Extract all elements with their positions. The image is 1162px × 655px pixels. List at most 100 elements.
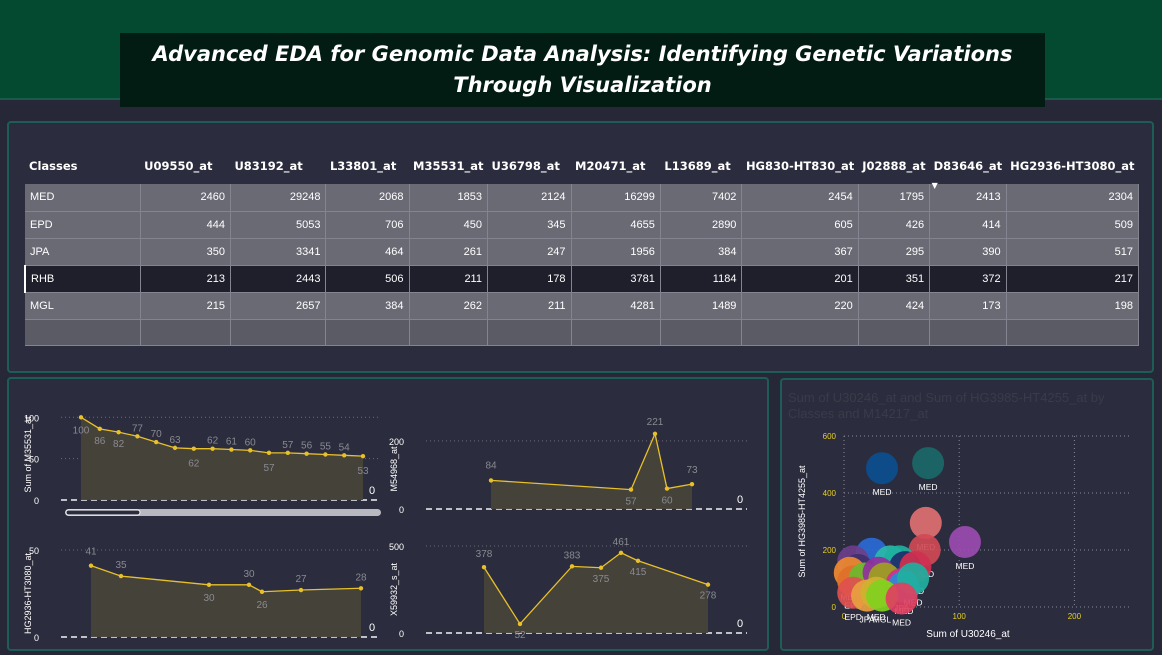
table-header-row: Classes U09550_at U83192_at L33801_at M3… — [25, 148, 1139, 190]
value-cell: 1853 — [409, 184, 488, 212]
value-cell: 367 — [741, 238, 859, 266]
value-cell: 1956 — [571, 238, 661, 266]
value-cell: 350 — [140, 238, 231, 266]
data-label: 278 — [700, 591, 717, 602]
scatter-bubble[interactable] — [948, 526, 981, 559]
col-header[interactable]: HG830-HT830_at — [745, 159, 855, 173]
value-cell: 295 — [858, 238, 931, 266]
data-point — [206, 582, 212, 587]
value-cell: 506 — [325, 265, 410, 293]
bubble-label: MED — [892, 617, 911, 627]
col-header[interactable]: L13689_at — [664, 159, 731, 173]
scatter-bubble[interactable] — [909, 506, 942, 539]
value-cell: 2124 — [487, 184, 572, 212]
value-cell: 5053 — [230, 211, 327, 239]
data-point — [342, 453, 347, 458]
y-axis-title: Sum of HG3985-HT4255_at — [797, 465, 807, 578]
data-label: 100 — [73, 425, 90, 436]
col-header[interactable]: J02888_at — [862, 159, 926, 173]
y-tick-label: 0 — [399, 505, 404, 515]
data-point — [358, 586, 364, 591]
data-label: 378 — [476, 549, 493, 560]
value-cell: 220 — [741, 292, 859, 320]
col-header[interactable]: U83192_at — [234, 159, 303, 173]
table-row[interactable]: MGL 215 2657 384 262 211 4281 1489 220 424 173 198 — [25, 292, 1140, 320]
col-header[interactable]: HG2936-HT3080_at — [1010, 159, 1135, 173]
scatter-bubble[interactable] — [866, 452, 899, 485]
data-label: 57 — [263, 463, 275, 474]
table-row[interactable]: RHB 213 2443 506 211 178 3781 1184 201 351 372 217 — [23, 265, 1140, 293]
table-row[interactable]: EPD 444 5053 706 450 345 4655 2890 605 426 414 509 — [25, 211, 1140, 239]
value-cell: 424 — [858, 292, 931, 320]
data-label: 35 — [115, 560, 127, 571]
col-header-classes[interactable]: Classes — [29, 159, 78, 173]
sort-desc-icon: ▼ — [931, 181, 938, 190]
line-charts-panel: 100 50 0 100 86 82 77 70 63 62 62 61 60 57 57 56 55 54 53 0… — [7, 377, 769, 651]
data-point — [652, 431, 658, 436]
col-header[interactable]: U09550_at — [144, 159, 213, 173]
scatter-panel: Sum of U30246_at and Sum of HG3985-HT425… — [780, 378, 1154, 651]
data-label: 57 — [625, 497, 637, 508]
value-cell: 2454 — [741, 184, 859, 212]
value-cell: 2443 — [230, 265, 327, 293]
value-cell: 173 — [929, 292, 1007, 320]
col-header[interactable]: M35531_at — [413, 159, 484, 173]
data-label: 375 — [593, 574, 610, 585]
y-axis-title: M54968_at — [389, 446, 399, 492]
value-cell — [140, 319, 231, 346]
data-point — [154, 439, 159, 445]
table-row[interactable]: JPA 350 3341 464 261 247 1956 384 367 295 390 517 — [25, 238, 1140, 266]
x-axis-title: Sum of U30246_at — [926, 629, 1010, 640]
line-chart: 200 0 84 57 221 60 73 0 M54968_at — [389, 417, 747, 515]
value-cell: 3341 — [230, 238, 327, 266]
bubble-label: MGL — [873, 615, 892, 625]
data-point — [323, 452, 328, 457]
value-cell: 1489 — [660, 292, 743, 320]
data-point — [285, 450, 290, 456]
scrollbar-thumb[interactable] — [65, 509, 141, 516]
value-cell: 7402 — [660, 184, 743, 212]
y-tick-label: 500 — [389, 542, 404, 552]
data-label: 77 — [132, 423, 144, 434]
bubble-label: EPD — [844, 612, 861, 622]
scatter-bubble[interactable] — [885, 582, 918, 615]
line-chart: 500 0 378 52 383 375 461 415 278 0 X59932_s_at — [389, 537, 747, 641]
area-fill — [484, 552, 708, 633]
col-header[interactable]: U36798_at — [491, 159, 560, 173]
x-tick-label: 0 — [842, 612, 847, 621]
col-header-label: D83646_at — [933, 159, 1003, 173]
bubble-label: MED — [873, 487, 892, 497]
bubble-label: MED — [956, 561, 975, 571]
data-point — [135, 434, 140, 439]
y-tick-label: 400 — [823, 489, 837, 498]
scatter-bubble[interactable] — [912, 447, 945, 480]
data-point — [210, 446, 215, 451]
data-point — [248, 448, 253, 453]
value-cell: 211 — [409, 265, 488, 293]
data-label: 54 — [339, 442, 351, 453]
col-header[interactable]: L33801_at — [329, 159, 397, 173]
end-label: 0 — [737, 494, 743, 506]
series-line — [80, 416, 364, 457]
value-cell: 1795 — [858, 184, 931, 212]
col-header-sorted[interactable]: D83646_at ▼ — [930, 148, 1007, 190]
y-tick-label: 0 — [34, 633, 39, 643]
data-label: 73 — [686, 465, 698, 476]
col-header[interactable]: M20471_at — [575, 159, 646, 173]
value-cell — [929, 319, 1007, 346]
value-cell — [230, 319, 327, 346]
y-tick-label: 0 — [399, 629, 404, 639]
data-label: 70 — [151, 429, 163, 440]
data-point — [705, 582, 711, 587]
value-cell — [409, 319, 488, 346]
value-cell: 2304 — [1006, 184, 1140, 212]
data-point — [689, 481, 695, 487]
y-axis-title: X59932_s_at — [389, 562, 399, 616]
data-label: 60 — [245, 437, 257, 448]
data-label: 28 — [355, 572, 367, 583]
y-tick-label: 200 — [823, 546, 837, 555]
bubble-label: JPA — [860, 615, 875, 625]
data-point — [635, 558, 641, 563]
table-row[interactable]: MED 2460 29248 2068 1853 2124 16299 7402 2454 179… — [25, 184, 1140, 212]
